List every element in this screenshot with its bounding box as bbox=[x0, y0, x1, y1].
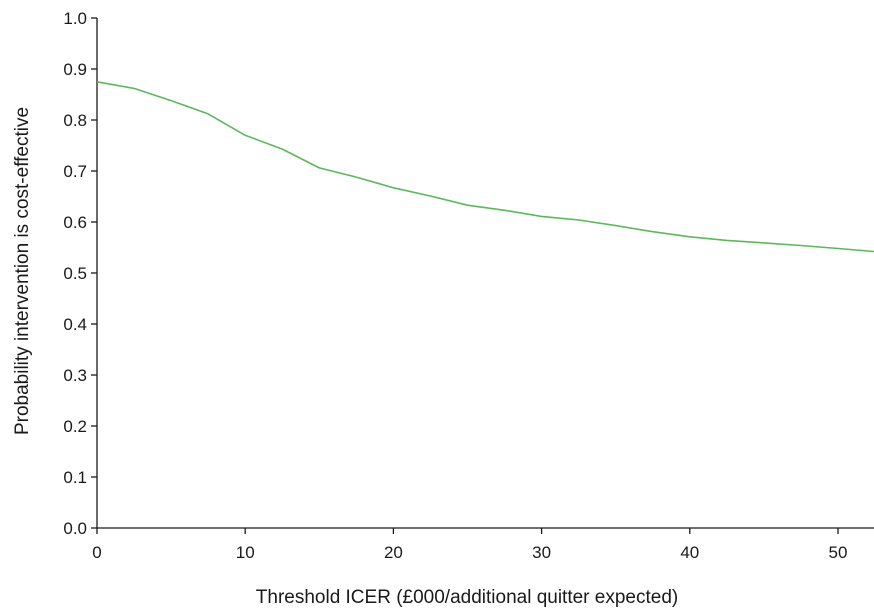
x-tick-label: 40 bbox=[680, 543, 699, 562]
x-tick-label: 50 bbox=[829, 543, 848, 562]
x-tick-label: 10 bbox=[236, 543, 255, 562]
y-tick-label: 0.5 bbox=[63, 264, 87, 283]
axes bbox=[96, 18, 874, 529]
y-tick-label: 0.0 bbox=[63, 519, 87, 538]
x-tick-label: 30 bbox=[532, 543, 551, 562]
y-tick-label: 0.6 bbox=[63, 213, 87, 232]
x-tick-label: 20 bbox=[384, 543, 403, 562]
x-tick-label: 0 bbox=[92, 543, 101, 562]
y-tick-label: 0.1 bbox=[63, 468, 87, 487]
plot-area bbox=[96, 81, 874, 253]
ticks: 0.0 0.1 0.2 0.3 0.4 0.5 0.6 0.7 0.8 0.9 1.0 0 10 20 30… bbox=[63, 9, 847, 562]
y-tick-label: 0.3 bbox=[63, 366, 87, 385]
x-axis-label: Threshold ICER (£000/additional quitter … bbox=[256, 587, 678, 608]
y-tick-label: 1.0 bbox=[63, 9, 87, 28]
y-tick-label: 0.2 bbox=[63, 417, 87, 436]
y-tick-label: 0.8 bbox=[63, 111, 87, 130]
y-axis-label: Probability intervention is cost-effecti… bbox=[12, 107, 33, 435]
series-line bbox=[96, 81, 874, 253]
y-tick-label: 0.7 bbox=[63, 162, 87, 181]
y-tick-label: 0.9 bbox=[63, 60, 87, 79]
y-tick-label: 0.4 bbox=[63, 315, 87, 334]
